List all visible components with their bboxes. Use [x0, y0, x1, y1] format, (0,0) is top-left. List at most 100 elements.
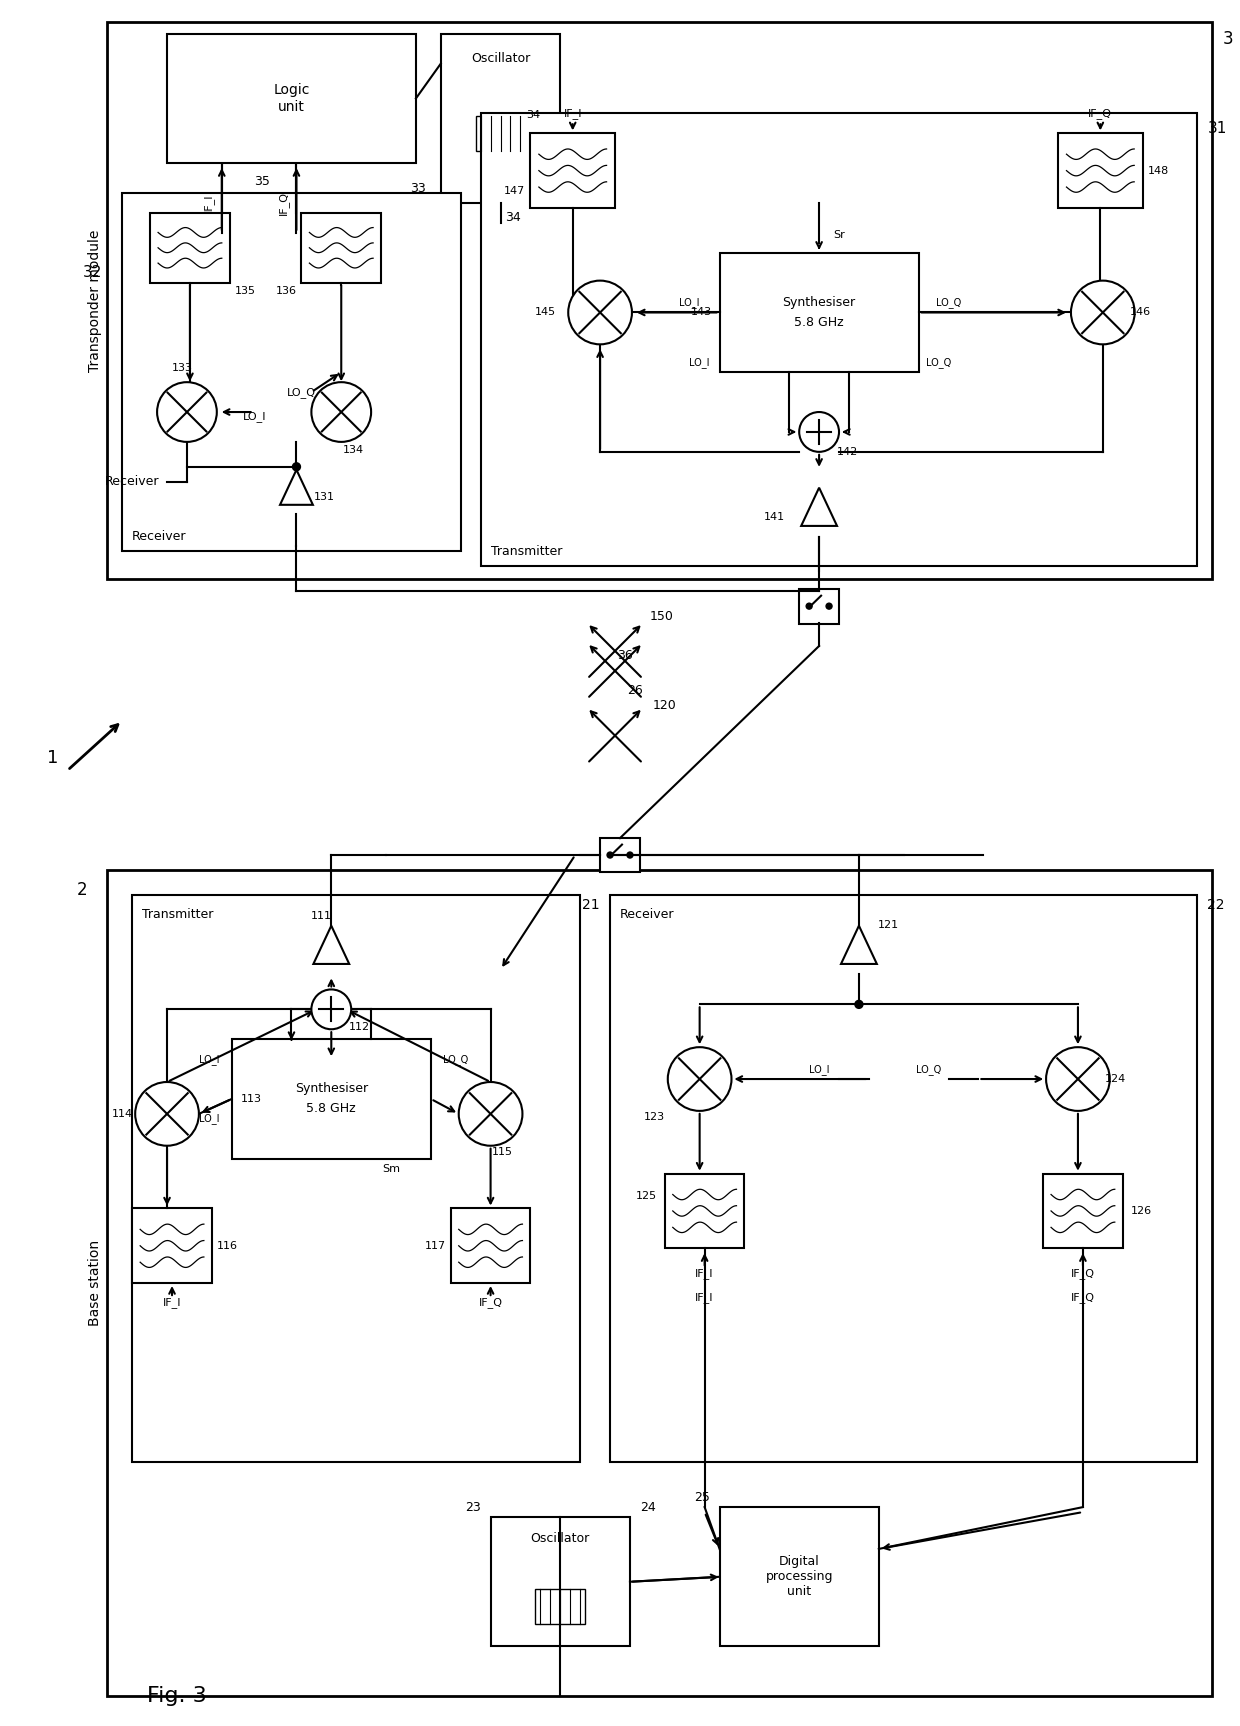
Text: Oscillator: Oscillator	[531, 1533, 590, 1545]
Bar	[476, 116, 526, 150]
Text: 123: 123	[645, 1112, 666, 1122]
Text: Transmitter: Transmitter	[143, 908, 213, 922]
Text: LO_I: LO_I	[200, 1113, 219, 1124]
Circle shape	[1071, 281, 1135, 343]
Circle shape	[311, 381, 371, 442]
Text: 3: 3	[1223, 29, 1233, 48]
Circle shape	[311, 989, 351, 1029]
Bar	[150, 212, 229, 283]
Circle shape	[800, 413, 839, 452]
Bar	[133, 894, 580, 1462]
Text: LO_Q: LO_Q	[926, 357, 951, 368]
Circle shape	[1047, 1048, 1110, 1112]
Text: 115: 115	[492, 1146, 513, 1156]
Text: 150: 150	[650, 609, 673, 623]
Text: 148: 148	[1148, 166, 1169, 176]
Text: 126: 126	[1131, 1206, 1152, 1215]
Text: IF_Q: IF_Q	[278, 192, 289, 216]
Bar	[481, 114, 1198, 566]
Circle shape	[157, 381, 217, 442]
Bar	[451, 1208, 531, 1282]
Text: 32: 32	[83, 266, 103, 280]
Bar	[610, 894, 1198, 1462]
Bar	[531, 133, 615, 207]
Bar	[719, 1507, 879, 1647]
Bar	[800, 589, 839, 623]
Text: 124: 124	[1105, 1074, 1126, 1084]
Text: 23: 23	[465, 1500, 481, 1514]
Bar	[108, 22, 1213, 580]
Text: LO_Q: LO_Q	[936, 297, 961, 307]
Circle shape	[608, 853, 613, 858]
Text: 145: 145	[534, 307, 556, 318]
Circle shape	[627, 853, 632, 858]
Text: Sr: Sr	[833, 230, 844, 240]
Text: Synthesiser: Synthesiser	[782, 297, 856, 309]
Text: 1: 1	[47, 749, 58, 768]
Text: LO_Q: LO_Q	[443, 1053, 467, 1065]
Text: LO_I: LO_I	[243, 411, 267, 423]
Text: 135: 135	[234, 285, 255, 295]
Text: LO_I: LO_I	[808, 1063, 830, 1075]
Text: Digital
processing
unit: Digital processing unit	[765, 1555, 833, 1598]
Text: LO_I: LO_I	[680, 297, 699, 307]
Text: 121: 121	[878, 920, 899, 930]
Text: IF_I: IF_I	[203, 193, 215, 212]
Text: 22: 22	[1208, 898, 1225, 911]
Text: 111: 111	[311, 911, 332, 920]
Text: Synthesiser: Synthesiser	[295, 1082, 368, 1096]
Bar	[1058, 133, 1142, 207]
Text: 21: 21	[583, 898, 600, 911]
Text: Oscillator: Oscillator	[471, 52, 531, 66]
Text: 24: 24	[640, 1500, 656, 1514]
Text: 34: 34	[505, 211, 521, 224]
Text: 133: 133	[171, 362, 192, 373]
Text: 5.8 GHz: 5.8 GHz	[795, 316, 844, 330]
Text: Transmitter: Transmitter	[491, 545, 562, 557]
Text: LO_I: LO_I	[689, 357, 709, 368]
Bar	[123, 193, 461, 551]
Text: Sm: Sm	[382, 1163, 401, 1174]
Bar	[167, 35, 415, 164]
Bar	[665, 1174, 744, 1248]
Text: IF_Q: IF_Q	[1089, 109, 1112, 119]
Text: 131: 131	[314, 492, 335, 502]
Text: IF_Q: IF_Q	[479, 1298, 502, 1308]
Circle shape	[293, 463, 300, 471]
Circle shape	[806, 602, 812, 609]
Text: 146: 146	[1130, 307, 1151, 318]
Text: 2: 2	[77, 880, 87, 899]
Text: Fig. 3: Fig. 3	[148, 1686, 207, 1707]
Text: 141: 141	[764, 511, 785, 521]
Bar	[440, 35, 560, 204]
Text: IF_Q: IF_Q	[1071, 1267, 1095, 1279]
Bar	[301, 212, 381, 283]
Text: 113: 113	[241, 1094, 262, 1105]
Text: 120: 120	[653, 699, 677, 713]
Circle shape	[854, 1001, 863, 1008]
Bar	[232, 1039, 430, 1158]
Bar	[600, 837, 640, 872]
Text: 35: 35	[254, 174, 269, 188]
Text: 25: 25	[693, 1491, 709, 1503]
Text: LO_Q: LO_Q	[286, 387, 316, 397]
Text: 112: 112	[348, 1022, 370, 1032]
Bar	[108, 870, 1213, 1697]
Text: 147: 147	[505, 185, 526, 195]
Text: 117: 117	[424, 1241, 446, 1251]
Text: 136: 136	[275, 285, 296, 295]
Text: 31: 31	[1208, 121, 1226, 136]
Bar	[536, 1590, 585, 1624]
Circle shape	[568, 281, 632, 343]
Text: 36: 36	[618, 649, 632, 663]
Text: 125: 125	[636, 1191, 657, 1201]
Text: Receiver: Receiver	[133, 530, 187, 544]
Text: IF_I: IF_I	[162, 1298, 181, 1308]
Text: Receiver: Receiver	[105, 475, 160, 488]
Bar	[1043, 1174, 1122, 1248]
Text: Transponder module: Transponder module	[88, 230, 103, 371]
Text: 5.8 GHz: 5.8 GHz	[306, 1103, 356, 1115]
Text: 143: 143	[691, 307, 712, 318]
Text: 134: 134	[342, 445, 363, 456]
Text: 33: 33	[410, 181, 425, 195]
